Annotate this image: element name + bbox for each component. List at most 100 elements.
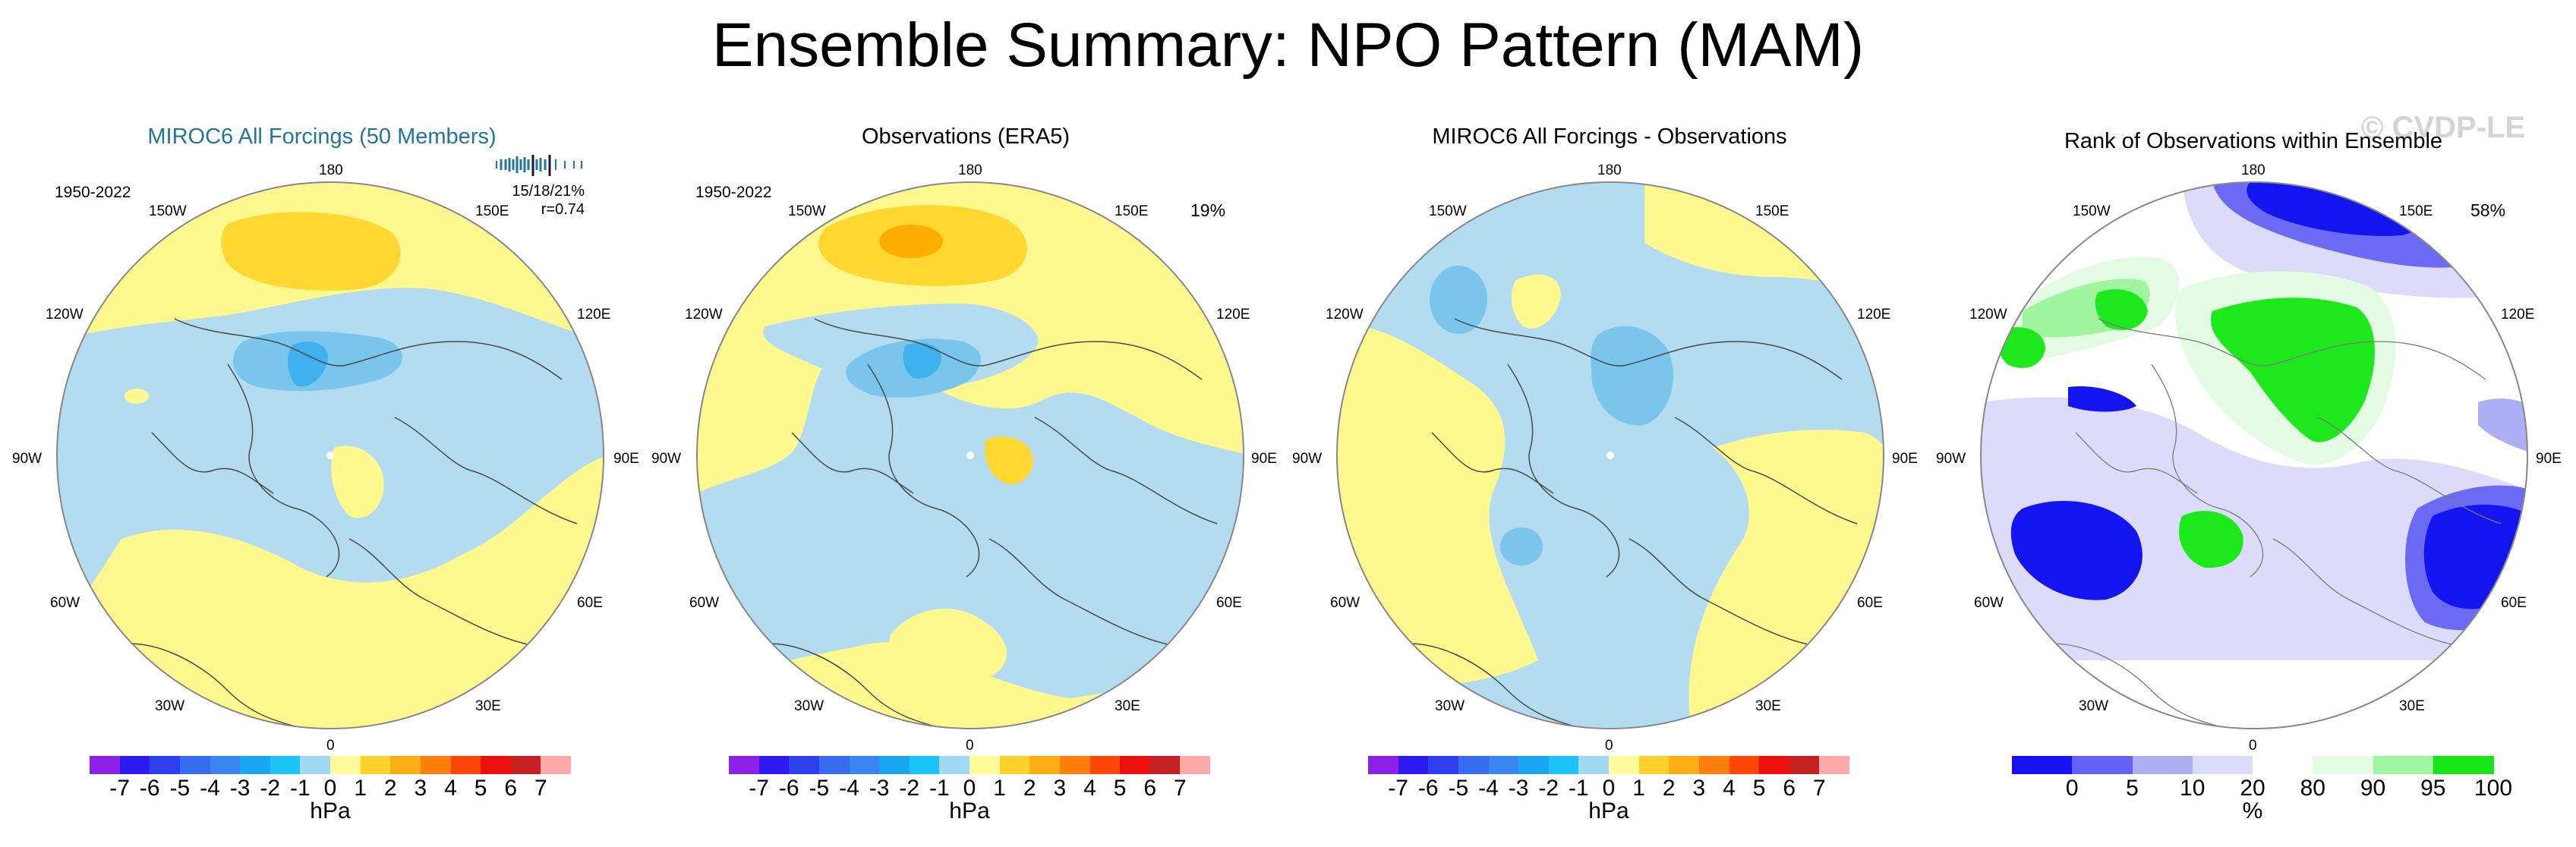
- colorbar-hpa-labels: -7 -6 -5 -4 -3 -2 -1 0 1 2 3 4 5 6 7: [1368, 776, 1849, 801]
- colorbar-tick-label: 3: [1053, 776, 1067, 801]
- colorbar-swatch: [758, 756, 790, 774]
- colorbar-swatch: [240, 756, 271, 774]
- colorbar-swatch: [1609, 756, 1639, 774]
- lon-label-0: 0: [2249, 738, 2257, 754]
- colorbar-swatch: [450, 756, 481, 774]
- coastlines: [113, 318, 578, 729]
- colorbar-tick-label: -6: [778, 776, 799, 801]
- panel-title: MIROC6 All Forcings - Observations: [1432, 124, 1787, 149]
- colorbar-tick-label: 5: [2126, 776, 2139, 801]
- lon-label-30w: 30W: [2079, 698, 2109, 714]
- colorbar-rank-labels: 0 5 10 20 80 90 95 100: [2012, 776, 2512, 801]
- colorbar-swatch: [999, 756, 1030, 774]
- colorbar-tick-label: -1: [929, 776, 950, 801]
- lon-label-90e: 90E: [2536, 451, 2562, 467]
- lon-label-150e: 150E: [2399, 203, 2433, 219]
- lon-label-180: 180: [958, 162, 982, 178]
- colorbar-tick-label: 80: [2300, 776, 2325, 801]
- colorbar-swatch: [970, 756, 1000, 774]
- colorbar-tick-label: 5: [1752, 776, 1766, 801]
- colorbar-swatch: [1368, 756, 1398, 774]
- colorbar-swatch: [541, 756, 572, 774]
- panel-model-minus-obs: MIROC6 All Forcings - Observations: [1288, 114, 1931, 847]
- lon-label-150w: 150W: [2073, 203, 2111, 219]
- colorbar-swatch: [1458, 756, 1489, 774]
- coastlines: [753, 318, 1218, 729]
- lon-label-180: 180: [1597, 162, 1622, 178]
- colorbar-swatch: [2313, 756, 2374, 774]
- colorbar-swatch: [1428, 756, 1459, 774]
- colorbar-tick-label: -2: [1538, 776, 1559, 801]
- colorbar-swatch: [818, 756, 850, 774]
- colorbar-tick-label: 0: [323, 776, 337, 801]
- colorbar-tick-label: 3: [414, 776, 427, 801]
- rank-green-europe: [2179, 511, 2243, 568]
- colorbar-tick-label: -7: [749, 776, 769, 801]
- colorbar-unit: hPa: [1588, 798, 1629, 823]
- lon-label-60w: 60W: [689, 595, 720, 611]
- lon-label-0: 0: [966, 738, 974, 754]
- colorbar-swatch: [2012, 756, 2073, 774]
- colorbar-tick-label: 4: [1083, 776, 1096, 801]
- period-label: 1950-2022: [695, 184, 772, 201]
- colorbar-swatch: [330, 756, 361, 774]
- colorbar-unit: hPa: [949, 798, 990, 823]
- colorbar-tick-label: -3: [229, 776, 251, 801]
- colorbar-tick-label: -6: [1417, 776, 1439, 801]
- colorbar-tick-label: -2: [260, 776, 281, 801]
- colorbar-swatch: [150, 756, 181, 774]
- period-label: 1950-2022: [55, 184, 131, 201]
- colorbar-tick-label: 7: [1174, 776, 1187, 801]
- colorbar-tick-label: 6: [1783, 776, 1796, 801]
- colorbar-swatch: [729, 756, 759, 774]
- colorbar-tick-label: 10: [2180, 776, 2206, 801]
- percent-label: 19%: [1190, 200, 1226, 220]
- stats-correlation: r=0.74: [541, 201, 585, 218]
- lon-label-90e: 90E: [1251, 451, 1277, 467]
- lon-label-60e: 60E: [577, 595, 603, 611]
- colorbar-tick-label: 5: [1113, 776, 1127, 801]
- colorbar-tick-label: 5: [474, 776, 487, 801]
- colorbar-tick-label: 4: [1723, 776, 1736, 801]
- high-core: [879, 225, 943, 258]
- lon-label-30e: 30E: [2399, 698, 2425, 714]
- lon-label-30e: 30E: [475, 698, 501, 714]
- lon-label-90w: 90W: [1292, 451, 1323, 467]
- lon-label-30e: 30E: [1755, 698, 1781, 714]
- colorbar-swatch: [1120, 756, 1151, 774]
- positive-europe: [889, 608, 1007, 679]
- lon-label-90w: 90W: [12, 451, 43, 467]
- lon-label-0: 0: [326, 738, 335, 754]
- high-center: [221, 212, 401, 291]
- panel-observations-era5: Observations (ERA5) 1950-2022 19%: [644, 114, 1288, 847]
- colorbar-swatch: [510, 756, 541, 774]
- lon-label-120e: 120E: [1216, 307, 1250, 323]
- colorbar-tick-label: -4: [839, 776, 859, 801]
- page-title: Ensemble Summary: NPO Pattern (MAM): [711, 11, 1865, 80]
- lon-label-120w: 120W: [1326, 307, 1364, 323]
- colorbar-tick-label: 95: [2420, 776, 2446, 801]
- colorbar-swatch: [1638, 756, 1670, 774]
- lon-label-60e: 60E: [1857, 595, 1883, 611]
- colorbar-unit: hPa: [310, 798, 351, 823]
- lon-label-30w: 30W: [1435, 698, 1465, 714]
- lon-label-120w: 120W: [46, 307, 84, 323]
- colorbar-swatch: [300, 756, 331, 774]
- colorbar-swatch: [1029, 756, 1061, 774]
- rank-faint-band: [1981, 397, 2527, 660]
- colorbar-tick-label: 7: [1813, 776, 1826, 801]
- colorbar-tick-label: 2: [383, 776, 397, 801]
- lon-label-150e: 150E: [1755, 203, 1789, 219]
- lon-label-30w: 30W: [794, 698, 825, 714]
- lon-label-150w: 150W: [1429, 203, 1467, 219]
- rank-dark-atlantic: [2010, 501, 2142, 600]
- lon-label-150w: 150W: [149, 203, 187, 219]
- rank-dark-band-mid: [2068, 386, 2136, 412]
- colorbar-tick-label: 7: [534, 776, 547, 801]
- colorbar-tick-label: -3: [1508, 776, 1529, 801]
- lon-label-120w: 120W: [685, 307, 723, 323]
- colorbar-swatch: [849, 756, 880, 774]
- colorbar-tick-label: 100: [2474, 776, 2513, 801]
- colorbar-swatch: [179, 756, 210, 774]
- colorbar-swatch: [420, 756, 451, 774]
